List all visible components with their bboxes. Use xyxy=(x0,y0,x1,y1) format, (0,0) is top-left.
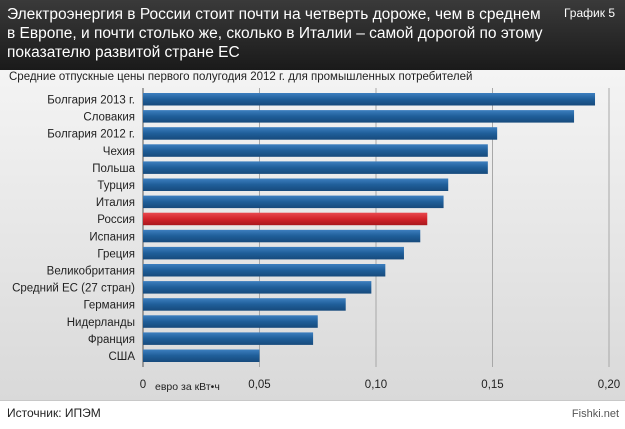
bar xyxy=(143,127,498,140)
category-label: США xyxy=(108,351,135,363)
category-label: Испания xyxy=(89,231,135,243)
bar xyxy=(143,332,314,345)
watermark: Fishki.net xyxy=(571,408,619,420)
x-tick-label: 0,15 xyxy=(481,379,503,391)
category-label: Греция xyxy=(97,248,135,260)
category-label: Болгария 2013 г. xyxy=(47,95,135,107)
chart-subtitle: Средние отпускные цены первого полугодия… xyxy=(9,71,473,83)
category-label: Германия xyxy=(83,300,135,312)
x-axis-label: евро за кВт•ч xyxy=(155,381,220,393)
bar-chart: 0 0,05 0,10 0,15 0,20 евро за кВт•ч Болгария 2… xyxy=(12,88,620,393)
bar xyxy=(143,246,404,260)
category-label: Великобритания xyxy=(47,266,135,278)
x-tick-label: 0,20 xyxy=(598,379,620,391)
bar xyxy=(143,264,386,277)
category-label: Польша xyxy=(92,163,135,175)
footer-bar xyxy=(0,400,625,429)
x-tick-label: 0 xyxy=(140,379,146,391)
bar xyxy=(143,229,421,243)
bar-highlight xyxy=(143,212,428,226)
source-note: Источник: ИПЭМ xyxy=(7,406,101,420)
bar xyxy=(143,110,575,123)
category-label: Италия xyxy=(96,197,135,209)
category-label: Средний ЕС (27 стран) xyxy=(12,283,135,295)
bar xyxy=(143,281,372,294)
category-label: Болгария 2012 г. xyxy=(47,129,135,141)
category-label: Россия xyxy=(97,214,135,226)
category-label: Нидерланды xyxy=(67,317,135,329)
chart-number: График 5 xyxy=(563,6,615,20)
bar xyxy=(143,315,318,328)
x-tick-label: 0,05 xyxy=(248,379,270,391)
chart-headline: Электроэнергия в России стоит почти на ч… xyxy=(7,6,543,61)
category-label: Франция xyxy=(88,334,135,346)
header-bar xyxy=(0,0,625,70)
bar xyxy=(143,161,488,174)
bar xyxy=(143,349,260,362)
bar xyxy=(143,195,444,209)
category-label: Чехия xyxy=(103,146,135,158)
bar xyxy=(143,93,596,106)
category-label: Турция xyxy=(97,180,135,192)
category-label: Словакия xyxy=(83,112,135,124)
x-tick-label: 0,10 xyxy=(365,379,387,391)
bar xyxy=(143,298,346,311)
bar xyxy=(143,178,449,191)
bar xyxy=(143,144,488,157)
